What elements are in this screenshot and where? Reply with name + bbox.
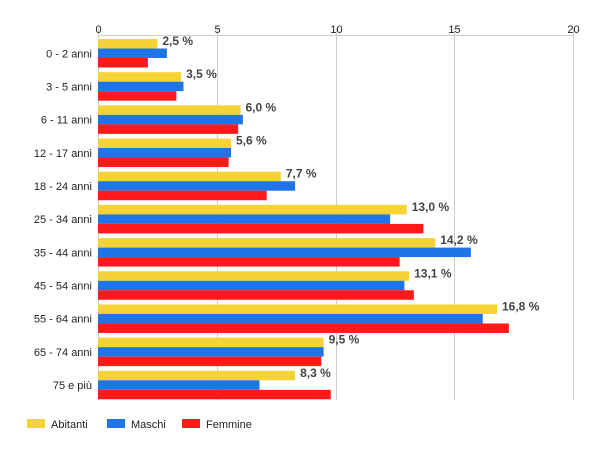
bar-abitanti	[98, 39, 158, 49]
x-tick-label: 5	[214, 24, 220, 36]
bar-femmine	[98, 356, 322, 367]
data-label: 5,6 %	[236, 134, 267, 148]
data-label: 8,3 %	[300, 366, 331, 380]
bar-femmine	[98, 58, 148, 68]
x-tick-label: 10	[330, 24, 342, 36]
bar-maschi	[98, 380, 260, 390]
bar-femmine	[98, 290, 414, 300]
data-label: 13,1 %	[414, 266, 452, 280]
bar-maschi	[98, 313, 483, 324]
bar-abitanti	[98, 105, 241, 115]
x-tick-label: 0	[95, 24, 101, 36]
bar-abitanti	[98, 304, 497, 314]
bar-maschi	[98, 48, 167, 58]
bar-femmine	[98, 157, 229, 168]
data-label: 14,2 %	[440, 233, 478, 247]
legend: Abitanti Maschi Femmine	[27, 419, 252, 431]
bar-maschi	[98, 347, 324, 357]
bar-maschi	[98, 247, 471, 258]
category-label: 45 - 54 anni	[34, 281, 92, 293]
category-label: 25 - 34 anni	[34, 214, 92, 226]
bar-femmine	[98, 323, 509, 333]
bar-maschi	[98, 280, 405, 291]
bar-abitanti	[98, 370, 296, 381]
category-label: 75 e più	[53, 380, 92, 392]
category-label: 6 - 11 anni	[41, 115, 92, 127]
bar-femmine	[98, 190, 267, 201]
bar-abitanti	[98, 204, 407, 215]
legend-label: Femmine	[206, 419, 252, 431]
category-label: 0 - 2 anni	[46, 48, 92, 60]
legend-swatch-femmine	[182, 419, 200, 428]
legend-swatch-maschi	[107, 419, 125, 428]
labels: 0 5 10 15 20 0 - 2 anni 2,5 % 3 - 5 anni 3,5 % 6 …	[34, 24, 580, 392]
bar-maschi	[98, 181, 296, 191]
data-label: 2,5 %	[162, 34, 193, 48]
x-tick-label: 20	[567, 24, 579, 36]
bar-abitanti	[98, 238, 436, 248]
bar-abitanti	[98, 72, 182, 82]
bar-maschi	[98, 114, 243, 125]
bar-abitanti	[98, 271, 410, 281]
bars	[98, 39, 509, 400]
data-label: 7,7 %	[286, 167, 317, 181]
category-label: 65 - 74 anni	[34, 347, 92, 359]
category-label: 55 - 64 anni	[34, 314, 92, 326]
category-label: 35 - 44 anni	[34, 247, 92, 259]
data-label: 3,5 %	[186, 67, 217, 81]
data-label: 13,0 %	[412, 200, 450, 214]
x-tick-label: 15	[448, 24, 460, 36]
category-label: 3 - 5 anni	[46, 81, 92, 93]
bar-maschi	[98, 214, 391, 224]
bar-abitanti	[98, 337, 324, 348]
category-label: 18 - 24 anni	[34, 181, 92, 193]
bar-abitanti	[98, 171, 281, 182]
data-label: 9,5 %	[329, 333, 360, 347]
legend-label: Abitanti	[51, 419, 88, 431]
legend-swatch-abitanti	[27, 419, 45, 428]
bar-femmine	[98, 91, 177, 101]
bar-abitanti	[98, 138, 231, 149]
bar-femmine	[98, 389, 331, 400]
bar-femmine	[98, 257, 400, 267]
bar-femmine	[98, 124, 239, 134]
category-label: 12 - 17 anni	[34, 148, 92, 160]
legend-label: Maschi	[131, 419, 166, 431]
bar-femmine	[98, 223, 424, 234]
data-label: 6,0 %	[246, 100, 277, 114]
bar-maschi	[98, 81, 184, 92]
data-label: 16,8 %	[502, 299, 540, 313]
bar-maschi	[98, 148, 231, 158]
